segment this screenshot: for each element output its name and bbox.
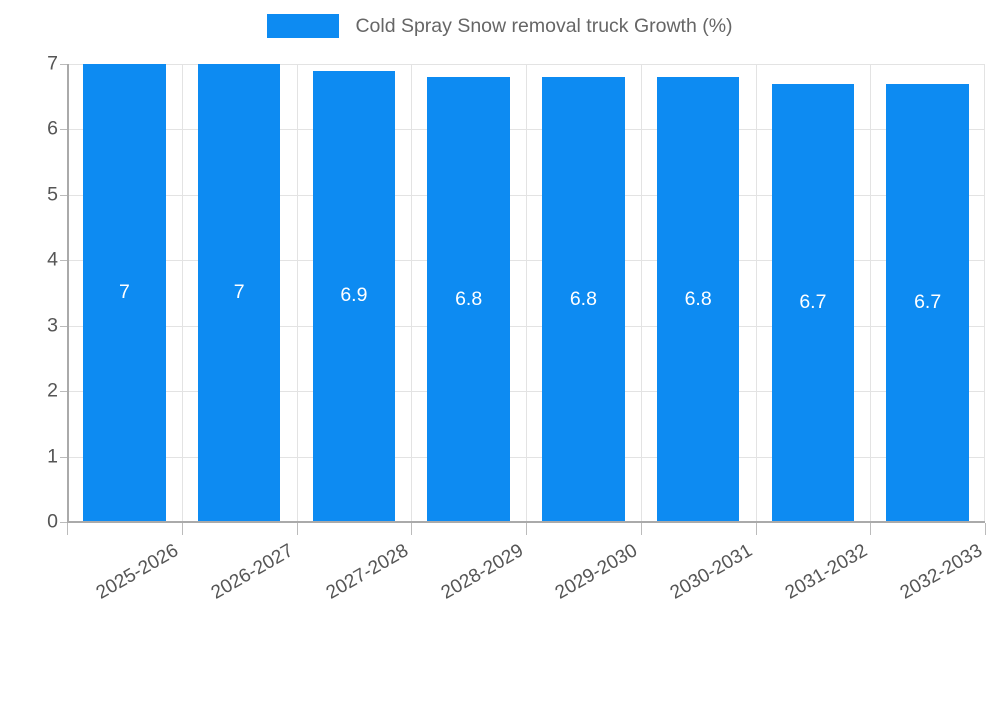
bar-value-label: 7 [118,281,130,303]
x-axis-tick-mark [181,523,183,535]
gridline-vertical [870,64,872,522]
y-axis-tick-mark [60,129,67,131]
x-axis-tick-mark [411,523,413,535]
x-axis-tick-mark [640,523,642,535]
y-axis-tick-label: 5 [47,183,58,206]
y-axis-tick-mark [60,325,67,327]
bar[interactable]: 6.8 [542,77,625,522]
gridline-vertical [526,64,527,522]
legend-label: Cold Spray Snow removal truck Growth (%) [355,15,733,37]
bar-value-label: 6.7 [799,290,827,313]
bar[interactable]: 6.7 [886,83,969,522]
x-axis-line [67,521,985,523]
bar[interactable]: 6.9 [312,70,396,522]
y-axis-line [67,64,69,523]
bar[interactable]: 7 [197,64,281,522]
x-axis-tick-mark [755,523,757,535]
y-axis-tick-labels: 0 1 2 3 4 5 6 7 [0,54,58,531]
y-axis-tick-label: 3 [47,313,58,336]
x-axis-tick-mark [985,523,986,535]
y-axis-tick-mark [60,194,67,196]
bar[interactable]: 6.7 [771,83,855,522]
y-axis-tick-mark [60,64,67,65]
gridline-vertical [181,64,183,522]
bar-value-label: 6.8 [569,287,597,310]
y-axis-tick-label: 7 [47,52,58,75]
x-axis-tick-mark [296,523,298,535]
y-axis-tick-label: 6 [47,117,58,140]
plot-area: 7 7 6.9 6.8 6.8 6.8 6.7 6.7 [67,64,985,523]
x-axis-tick-mark [67,523,68,535]
bar-value-label: 6.9 [340,284,368,307]
y-axis-tick-label: 0 [47,510,58,533]
y-axis-tick-mark [60,522,67,523]
gridline-vertical [411,64,413,522]
gridline-vertical [640,64,642,522]
y-axis-tick-mark [60,260,67,262]
y-axis-tick-label: 2 [47,379,58,402]
bar-value-label: 6.8 [455,287,483,310]
legend-item-cold-spray-snow-removal-truck-growth[interactable]: Cold Spray Snow removal truck Growth (%) [267,14,733,38]
bar-value-label: 6.7 [914,290,942,313]
y-axis-tick-mark [60,456,67,458]
bar-chart: Cold Spray Snow removal truck Growth (%)… [0,14,1000,604]
chart-legend: Cold Spray Snow removal truck Growth (%) [0,14,1000,38]
x-axis-tick-mark [870,523,872,535]
bar[interactable]: 6.8 [427,77,510,522]
bar-value-label: 6.8 [684,287,712,310]
gridline-vertical [296,64,298,522]
bar-value-label: 7 [233,281,245,303]
bar[interactable]: 7 [83,64,166,522]
legend-swatch-icon [267,14,340,38]
bar[interactable]: 6.8 [656,77,740,522]
gridline-vertical [755,64,757,522]
y-axis-tick-mark [60,391,67,393]
x-axis-tick-mark [526,523,527,535]
y-axis-tick-label: 4 [47,248,58,271]
y-axis-tick-label: 1 [47,444,58,467]
